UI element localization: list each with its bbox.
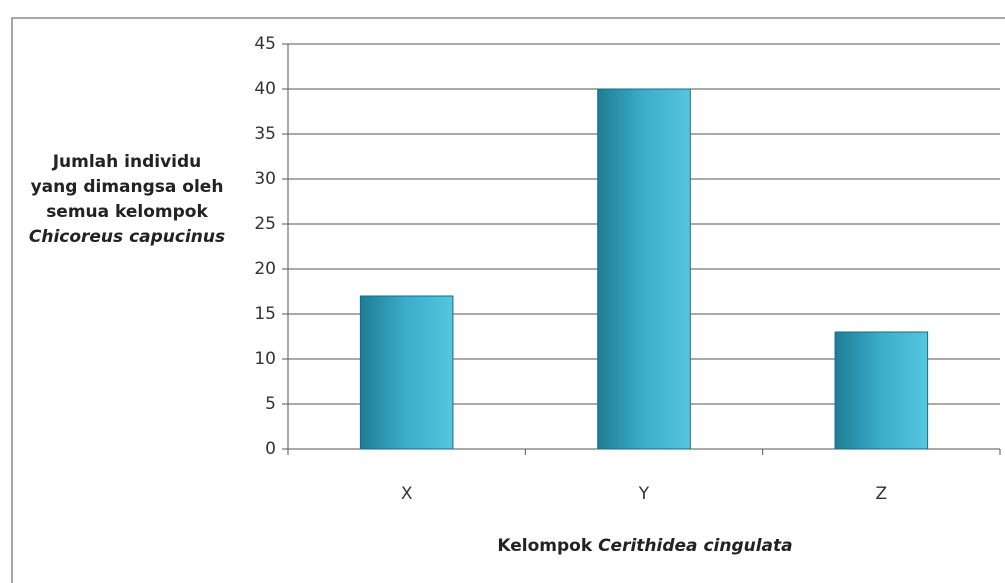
y-tick-label: 0 xyxy=(265,439,276,459)
y-axis-title: Jumlah individu yang dimangsa oleh semua… xyxy=(27,150,227,250)
y-tick-label: 15 xyxy=(254,304,276,324)
y-tick-label: 30 xyxy=(254,169,276,189)
y-tick-label: 40 xyxy=(254,79,276,99)
y-tick-label: 5 xyxy=(265,394,276,414)
x-tick-label: Z xyxy=(876,484,888,504)
y-axis-title-text: Jumlah individu yang dimangsa oleh semua… xyxy=(30,152,224,222)
y-tick-label: 35 xyxy=(254,124,276,144)
y-tick-label: 45 xyxy=(254,34,276,54)
y-axis-title-species: Chicoreus capucinus xyxy=(28,227,226,247)
y-tick-label: 10 xyxy=(254,349,276,369)
x-axis-title: Kelompok Cerithidea cingulata xyxy=(395,536,895,556)
y-tick-label: 25 xyxy=(254,214,276,234)
chart-border xyxy=(11,17,1005,583)
bar xyxy=(597,88,691,450)
x-axis-title-species: Cerithidea cingulata xyxy=(598,536,793,556)
bar xyxy=(359,295,454,450)
x-axis-title-text: Kelompok xyxy=(497,536,593,556)
x-tick-label: X xyxy=(401,484,413,504)
x-tick-label: Y xyxy=(638,484,650,504)
y-tick-label: 20 xyxy=(254,259,276,279)
bar xyxy=(834,331,929,450)
